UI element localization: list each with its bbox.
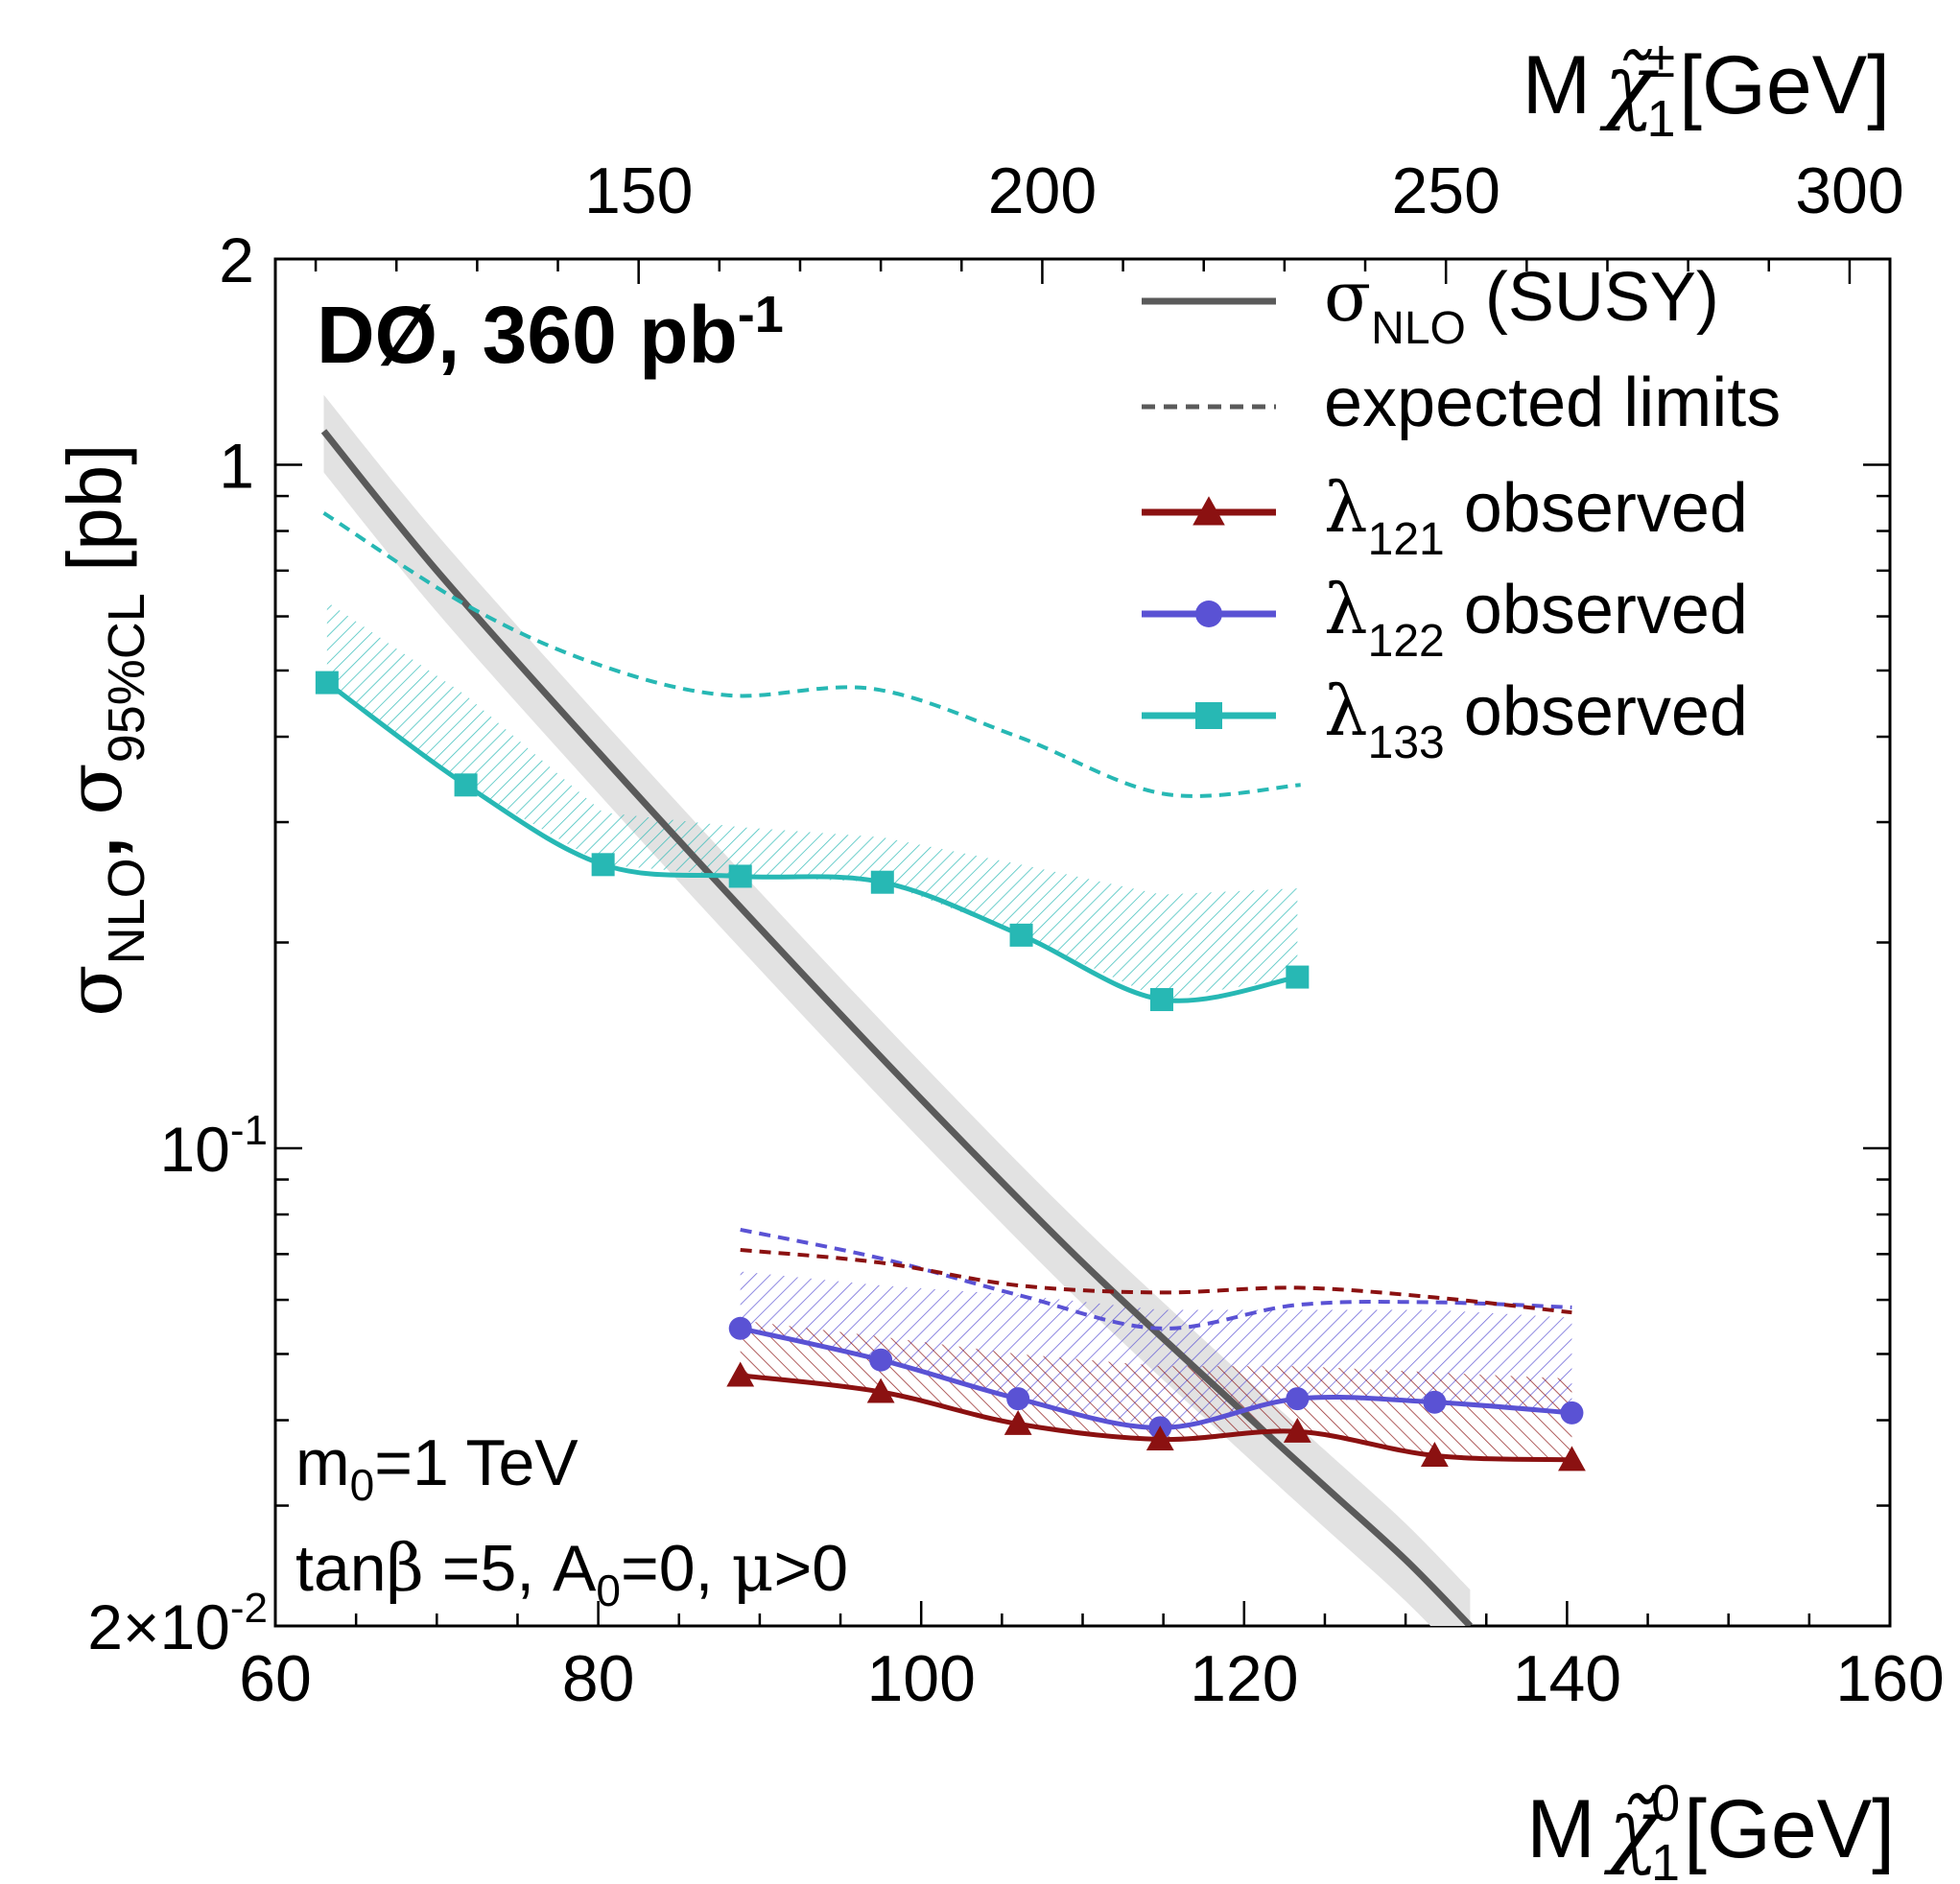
data-layer bbox=[315, 394, 1586, 1626]
legend-label: λ121 observed bbox=[1324, 467, 1748, 565]
data-point bbox=[1286, 965, 1310, 989]
data-point bbox=[1149, 988, 1173, 1012]
legend-text: (SUSY) bbox=[1466, 259, 1719, 336]
legend-text: observed bbox=[1445, 572, 1748, 648]
expected-line bbox=[740, 1227, 1572, 1331]
y-axis-title: σNLO, σ95%CL [pb] bbox=[50, 444, 155, 1018]
legend-label: σNLO (SUSY) bbox=[1324, 256, 1719, 354]
legend-symbol: λ bbox=[1324, 671, 1368, 751]
data-point bbox=[726, 1361, 755, 1387]
y-tick-exponent: -2 bbox=[230, 1585, 268, 1632]
legend-marker bbox=[1195, 702, 1222, 729]
x-tick-label: 100 bbox=[866, 1642, 975, 1715]
data-point bbox=[1286, 1387, 1310, 1411]
data-point bbox=[870, 870, 894, 894]
y-tick-base: 10 bbox=[159, 1114, 229, 1185]
data-point bbox=[1145, 1425, 1174, 1451]
y-tick-label: 2×10-2 bbox=[87, 1585, 268, 1662]
data-point bbox=[869, 1348, 893, 1372]
band-λ121-observed bbox=[740, 1320, 1572, 1460]
data-point bbox=[1420, 1442, 1449, 1467]
band-λ133-observed bbox=[326, 601, 1298, 1001]
legend-subscript: NLO bbox=[1371, 303, 1466, 354]
data-point bbox=[1283, 1417, 1311, 1443]
y-tick-exponent: -1 bbox=[230, 1107, 268, 1154]
data-point bbox=[1004, 1410, 1032, 1435]
x-tick-label: 160 bbox=[1835, 1642, 1944, 1715]
data-point bbox=[728, 864, 752, 888]
x-tick-label: 120 bbox=[1190, 1642, 1298, 1715]
luminosity-exponent: -1 bbox=[738, 286, 784, 343]
expected-line bbox=[740, 1248, 1572, 1315]
top-tick-label: 300 bbox=[1795, 154, 1903, 227]
top-tick-label: 250 bbox=[1391, 154, 1500, 227]
x-tick-label: 60 bbox=[239, 1642, 312, 1715]
parameter-tanbeta: tanβ =5, A0=0, μ>0 bbox=[295, 1531, 848, 1615]
legend-subscript: 133 bbox=[1368, 718, 1445, 768]
legend-text: observed bbox=[1445, 673, 1748, 750]
expected-line bbox=[322, 511, 1301, 798]
legend-marker bbox=[1195, 601, 1222, 627]
data-point bbox=[1006, 1387, 1030, 1411]
data-point bbox=[315, 671, 339, 695]
top-tick-label: 150 bbox=[584, 154, 693, 227]
data-point bbox=[1423, 1390, 1447, 1414]
data-point bbox=[591, 853, 615, 877]
legend-text: observed bbox=[1445, 470, 1748, 547]
legend-label: λ122 observed bbox=[1324, 569, 1748, 667]
legend-label: expected limits bbox=[1324, 365, 1781, 441]
y-tick-label: 10-1 bbox=[159, 1107, 268, 1185]
legend-symbol: λ bbox=[1324, 467, 1368, 548]
y-tick-base: 1 bbox=[219, 430, 254, 501]
theory-uncertainty-band bbox=[323, 394, 1471, 1626]
top-tick-label: 200 bbox=[988, 154, 1097, 227]
x-tick-label: 140 bbox=[1513, 1642, 1621, 1715]
y-tick-label: 1 bbox=[219, 430, 254, 501]
y-tick-base: 2×10 bbox=[87, 1591, 230, 1662]
data-point bbox=[454, 773, 478, 797]
theory-line bbox=[320, 429, 1473, 1626]
legend-symbol: λ bbox=[1324, 569, 1368, 649]
data-point bbox=[728, 1316, 752, 1340]
data-point bbox=[1009, 923, 1033, 947]
legend-marker bbox=[1193, 496, 1225, 526]
data-point bbox=[866, 1378, 895, 1403]
y-tick-base: 2 bbox=[219, 224, 254, 295]
legend-subscript: 121 bbox=[1368, 514, 1445, 565]
parameter-m0: m0=1 TeV bbox=[295, 1426, 579, 1510]
legend-subscript: 122 bbox=[1368, 616, 1445, 667]
x-tick-label: 80 bbox=[562, 1642, 635, 1715]
y-tick-label: 2 bbox=[219, 224, 254, 295]
data-point bbox=[1558, 1446, 1586, 1472]
legend-symbol: σ bbox=[1324, 256, 1371, 337]
experiment-label: DØ, 360 pb-1 bbox=[317, 286, 784, 380]
legend-label: λ133 observed bbox=[1324, 671, 1748, 768]
data-point bbox=[1560, 1401, 1584, 1425]
